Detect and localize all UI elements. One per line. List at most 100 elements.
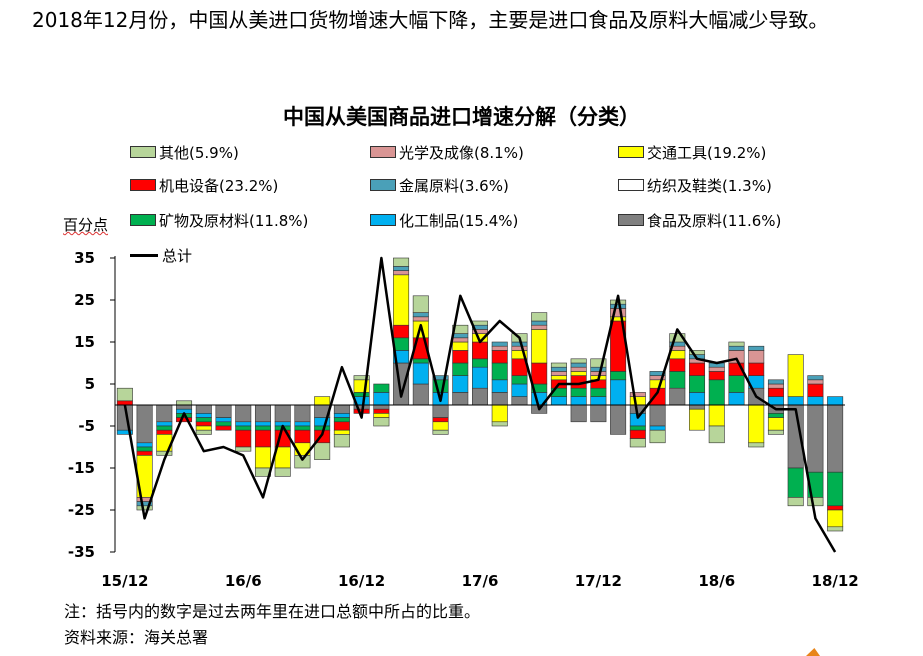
- bar-segment: [393, 258, 408, 266]
- bar-segment: [472, 342, 487, 359]
- bar-segment: [453, 334, 468, 338]
- bar-segment: [808, 380, 823, 384]
- bar-segment: [670, 388, 685, 405]
- bar-segment: [808, 397, 823, 405]
- bar-segment: [216, 405, 231, 418]
- bar-segment: [334, 434, 349, 447]
- bar-segment: [749, 405, 764, 443]
- bar-segment: [236, 422, 251, 426]
- bar-segment: [255, 426, 270, 430]
- bar-segment: [689, 405, 704, 409]
- bar-segment: [393, 275, 408, 325]
- bar-segment: [196, 418, 211, 422]
- bar-segment: [453, 363, 468, 376]
- bar-segment: [551, 371, 566, 375]
- bar-segment: [413, 363, 428, 384]
- bar-segment: [551, 376, 566, 380]
- bar-segment: [610, 380, 625, 405]
- y-tick-label: 35: [74, 249, 95, 267]
- bar-segment: [827, 397, 842, 405]
- bar-segment: [709, 426, 724, 443]
- bar-segment: [630, 430, 645, 438]
- bar-segment: [216, 422, 231, 426]
- bar-segment: [472, 388, 487, 405]
- bar-segment: [236, 405, 251, 422]
- bar-segment: [393, 266, 408, 270]
- bar-segment: [610, 371, 625, 379]
- bar-segment: [137, 447, 152, 451]
- bar-segment: [689, 363, 704, 376]
- bar-segment: [827, 510, 842, 527]
- bar-segment: [453, 338, 468, 342]
- bar-segment: [137, 506, 152, 510]
- bar-segment: [551, 367, 566, 371]
- bar-segment: [591, 405, 606, 422]
- bar-segment: [492, 342, 507, 346]
- bar-segment: [196, 405, 211, 413]
- y-tick-label: 25: [74, 291, 95, 309]
- bar-segment: [571, 359, 586, 363]
- bar-segment: [255, 405, 270, 422]
- bar-segment: [591, 367, 606, 371]
- bar-segment: [334, 405, 349, 413]
- bar-segment: [137, 451, 152, 455]
- bar-segment: [571, 367, 586, 371]
- bar-segment: [374, 392, 389, 405]
- x-tick-label: 18/6: [698, 572, 735, 590]
- bar-segment: [295, 405, 310, 422]
- bar-segment: [374, 418, 389, 426]
- bar-segment: [551, 397, 566, 405]
- bar-segment: [255, 447, 270, 468]
- bar-segment: [413, 384, 428, 405]
- y-tick-label: 5: [85, 375, 95, 393]
- bar-segment: [729, 376, 744, 393]
- bar-segment: [709, 405, 724, 426]
- bar-segment: [788, 497, 803, 505]
- bar-segment: [433, 418, 448, 422]
- bar-segment: [531, 313, 546, 321]
- bar-segment: [157, 426, 172, 430]
- bar-segment: [729, 346, 744, 350]
- bar-segment: [176, 405, 191, 409]
- bar-segment: [808, 497, 823, 505]
- bar-segment: [176, 401, 191, 405]
- bar-segment: [374, 409, 389, 413]
- bar-segment: [216, 418, 231, 422]
- bar-segment: [709, 371, 724, 379]
- bar-segment: [689, 409, 704, 430]
- x-tick-label: 15/12: [101, 572, 148, 590]
- bar-segment: [571, 388, 586, 396]
- bar-segment: [749, 363, 764, 376]
- bar-segment: [117, 401, 132, 405]
- bar-segment: [295, 426, 310, 430]
- bar-segment: [749, 346, 764, 350]
- bar-segment: [275, 405, 290, 422]
- bar-segment: [374, 413, 389, 417]
- bar-segment: [630, 397, 645, 405]
- bar-segment: [255, 430, 270, 447]
- bar-segment: [393, 325, 408, 338]
- bar-segment: [650, 405, 665, 426]
- bar-segment: [827, 405, 842, 472]
- bar-segment: [689, 392, 704, 405]
- bar-segment: [334, 418, 349, 422]
- bar-segment: [808, 384, 823, 397]
- bar-segment: [275, 468, 290, 476]
- bar-segment: [610, 304, 625, 308]
- bar-segment: [472, 321, 487, 325]
- bar-segment: [255, 422, 270, 426]
- bar-segment: [788, 397, 803, 405]
- y-tick-label: -25: [68, 501, 95, 519]
- x-tick-label: 17/6: [462, 572, 499, 590]
- bar-segment: [295, 422, 310, 426]
- bar-segment: [749, 443, 764, 447]
- bar-segment: [393, 363, 408, 405]
- bar-segment: [670, 371, 685, 388]
- footnote: 注：括号内的数字是过去两年里在进口总额中所占的比重。: [64, 598, 480, 622]
- bar-segment: [650, 426, 665, 430]
- bar-segment: [433, 405, 448, 418]
- bar-segment: [788, 468, 803, 497]
- bar-segment: [551, 363, 566, 367]
- bar-segment: [393, 271, 408, 275]
